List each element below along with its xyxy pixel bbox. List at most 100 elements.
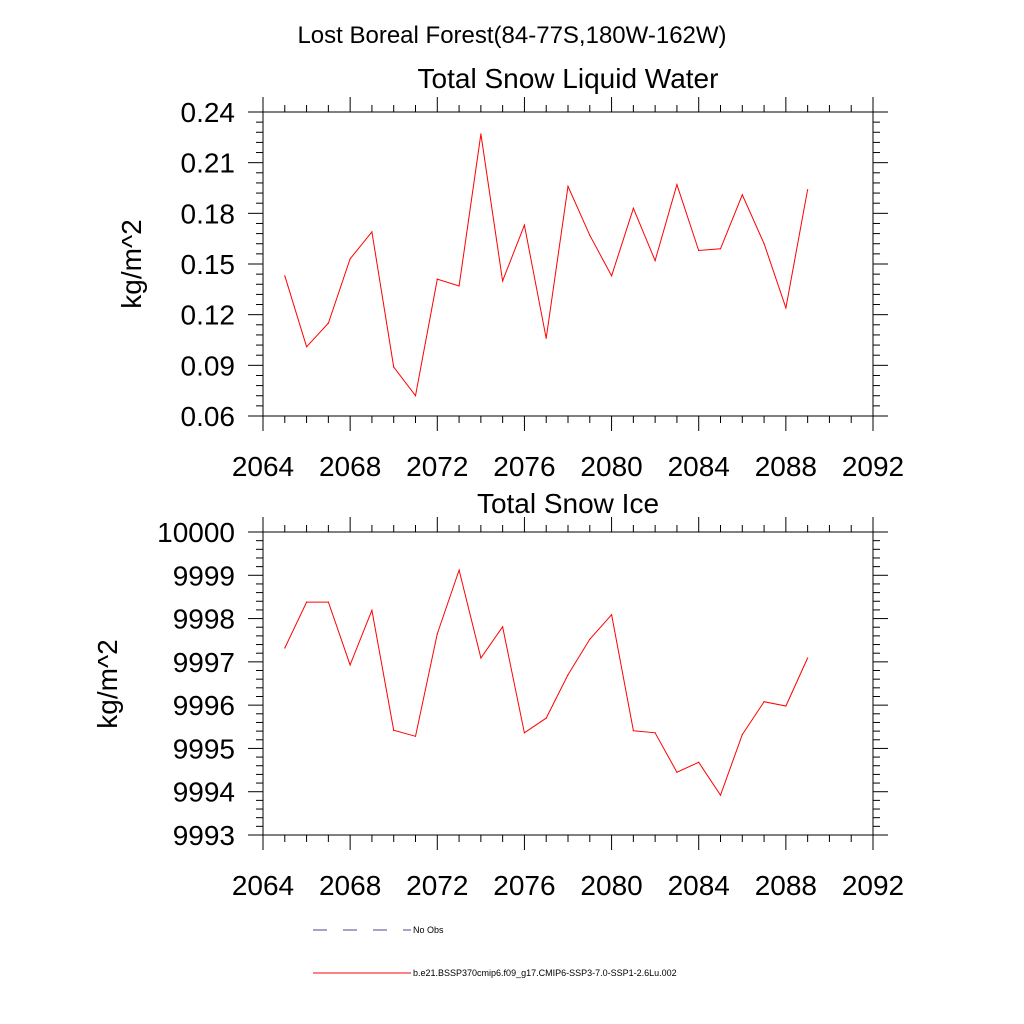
data-point	[676, 771, 678, 773]
data-point	[480, 133, 482, 135]
data-point	[632, 207, 634, 209]
data-point	[763, 701, 765, 703]
legend: No Obs b.e21.BSSP370cmip6.f09_g17.CMIP6-…	[313, 925, 677, 978]
series-line	[284, 133, 809, 397]
data-point	[305, 601, 308, 603]
x-tick-label: 2068	[319, 451, 381, 482]
y-axis-label: kg/m^2	[116, 219, 147, 308]
y-tick-label: 9994	[173, 777, 235, 808]
x-tick-label: 2072	[406, 870, 468, 901]
data-point	[458, 285, 460, 287]
data-point	[349, 664, 351, 666]
x-tick-label: 2084	[668, 870, 730, 901]
y-tick-label: 0.21	[181, 148, 236, 179]
x-tick-label: 2076	[493, 451, 555, 482]
data-point	[414, 395, 417, 397]
plot-frame	[262, 111, 874, 417]
data-point	[589, 234, 591, 236]
tick-labels: 2064 2068 2072 2076 2080 2084 2088 2092 0.06 0.09…	[181, 97, 905, 482]
y-tick-label: 0.06	[181, 401, 236, 432]
data-point	[698, 249, 700, 252]
data-point	[436, 278, 438, 280]
axis-ticks	[248, 517, 888, 850]
series-group	[284, 133, 809, 397]
data-point	[284, 647, 286, 649]
y-axis-label: kg/m^2	[92, 639, 123, 728]
data-point	[480, 657, 482, 659]
y-tick-label: 0.15	[181, 249, 236, 280]
x-tick-label: 2080	[580, 870, 642, 901]
data-point	[610, 614, 613, 616]
data-point	[393, 366, 395, 368]
data-point	[567, 185, 569, 187]
x-tick-label: 2088	[755, 451, 817, 482]
data-point	[741, 733, 743, 736]
data-point	[545, 337, 547, 339]
data-point	[371, 609, 373, 611]
data-point	[523, 732, 526, 734]
data-point	[807, 657, 809, 659]
plot-frame	[262, 531, 874, 836]
panel-title: Total Snow Liquid Water	[418, 63, 719, 94]
data-point	[785, 307, 787, 309]
panel-snow-ice: Total Snow Ice kg/m^2 2064 2068 2072 2076 20…	[92, 488, 904, 901]
data-point	[327, 322, 329, 324]
data-point	[567, 674, 569, 676]
x-tick-label: 2092	[842, 451, 904, 482]
x-tick-label: 2084	[668, 451, 730, 482]
data-point	[436, 633, 438, 635]
data-point	[502, 626, 504, 628]
x-tick-label: 2072	[406, 451, 468, 482]
y-tick-label: 0.12	[181, 300, 236, 331]
y-tick-label: 9995	[173, 733, 235, 764]
data-point	[741, 194, 743, 196]
legend-model-label: b.e21.BSSP370cmip6.f09_g17.CMIP6-SSP3-7.…	[413, 968, 677, 978]
data-point	[502, 280, 504, 282]
legend-obs-label: No Obs	[413, 925, 444, 935]
y-tick-label: 9998	[173, 604, 235, 635]
x-tick-label: 2064	[232, 870, 294, 901]
data-point	[632, 730, 634, 732]
data-point	[458, 569, 460, 571]
series-group	[284, 568, 809, 797]
data-point	[305, 346, 308, 348]
y-tick-label: 9997	[173, 647, 235, 678]
data-point	[785, 705, 787, 707]
figure-title: Lost Boreal Forest(84-77S,180W-162W)	[297, 22, 726, 49]
data-point	[654, 732, 656, 734]
data-point	[676, 184, 678, 186]
axis-ticks	[248, 97, 888, 431]
y-tick-label: 9996	[173, 690, 235, 721]
y-tick-label: 10000	[157, 517, 235, 548]
data-point	[719, 794, 722, 796]
x-tick-label: 2080	[580, 451, 642, 482]
data-point	[327, 601, 329, 603]
x-tick-label: 2064	[232, 451, 294, 482]
data-point	[284, 275, 286, 277]
data-point	[654, 260, 656, 262]
data-point	[719, 248, 722, 250]
data-point	[763, 243, 765, 245]
data-point	[371, 231, 373, 233]
x-tick-label: 2092	[842, 870, 904, 901]
y-tick-label: 0.18	[181, 198, 236, 229]
tick-labels: 2064 2068 2072 2076 2080 2084 2088 2092 9993 9994…	[157, 517, 904, 901]
data-point	[610, 275, 613, 277]
y-tick-label: 0.24	[181, 97, 236, 128]
panel-snow-liquid-water: Total Snow Liquid Water kg/m^2 2064 2068 2…	[116, 63, 904, 482]
data-point	[523, 224, 526, 226]
data-point	[393, 729, 395, 731]
data-point	[414, 735, 417, 737]
data-point	[589, 638, 591, 640]
x-tick-label: 2076	[493, 870, 555, 901]
y-tick-label: 9999	[173, 560, 235, 591]
y-tick-label: 0.09	[181, 350, 236, 381]
data-point	[698, 761, 700, 763]
data-point	[545, 717, 547, 719]
x-tick-label: 2088	[755, 870, 817, 901]
panel-title: Total Snow Ice	[477, 488, 659, 519]
data-point	[349, 258, 351, 260]
y-tick-label: 9993	[173, 820, 235, 851]
series-line	[284, 568, 809, 797]
